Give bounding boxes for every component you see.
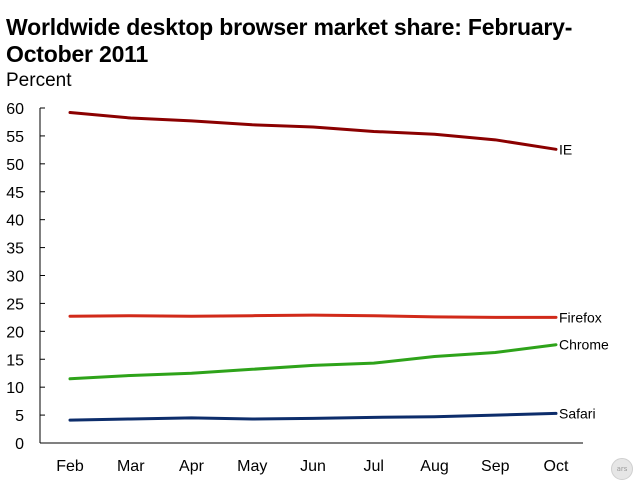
x-tick-label: Mar [117, 458, 145, 475]
y-tick-label: 30 [6, 269, 24, 286]
y-tick-label: 5 [15, 408, 24, 425]
y-tick-label: 10 [6, 380, 24, 397]
y-tick-label: 15 [6, 352, 24, 369]
series-labels: IE Firefox Chrome Safari [559, 141, 609, 421]
x-tick-labels: Feb Mar Apr May Jun Jul Aug Sep Oct [56, 458, 569, 475]
y-tick-label: 45 [6, 185, 24, 202]
y-tick-labels: 0 5 10 15 20 25 30 35 40 45 50 55 60 [6, 101, 24, 453]
y-tick-label: 0 [15, 436, 24, 453]
series-label-ie: IE [559, 141, 572, 157]
series-label-safari: Safari [559, 405, 596, 421]
axes [39, 107, 583, 444]
y-axis-label: Percent [6, 70, 72, 91]
y-tick-label: 55 [6, 129, 24, 146]
y-tick-label: 20 [6, 324, 24, 341]
x-tick-label: Feb [56, 458, 84, 475]
y-tick-label: 40 [6, 213, 24, 230]
x-tick-label: Aug [420, 458, 448, 475]
y-tick-label: 35 [6, 241, 24, 258]
x-tick-label: Apr [179, 458, 205, 475]
series-line-chrome [68, 343, 558, 381]
series-label-firefox: Firefox [559, 309, 602, 325]
x-tick-label: Jul [364, 458, 384, 475]
ars-logo: ars [611, 458, 633, 480]
x-tick-label: Sep [481, 458, 510, 475]
series-lines [68, 110, 558, 422]
x-tick-label: Oct [544, 458, 569, 475]
x-tick-label: Jun [300, 458, 326, 475]
chart-title: Worldwide desktop browser market share: … [6, 14, 573, 67]
series-line-safari [68, 411, 558, 422]
series-line-ie [68, 110, 558, 151]
series-label-chrome: Chrome [559, 337, 609, 353]
series-line-firefox [68, 313, 558, 319]
x-tick-label: May [237, 458, 267, 475]
y-tick-label: 50 [6, 157, 24, 174]
y-tick-label: 60 [6, 101, 24, 118]
y-tick-label: 25 [6, 296, 24, 313]
